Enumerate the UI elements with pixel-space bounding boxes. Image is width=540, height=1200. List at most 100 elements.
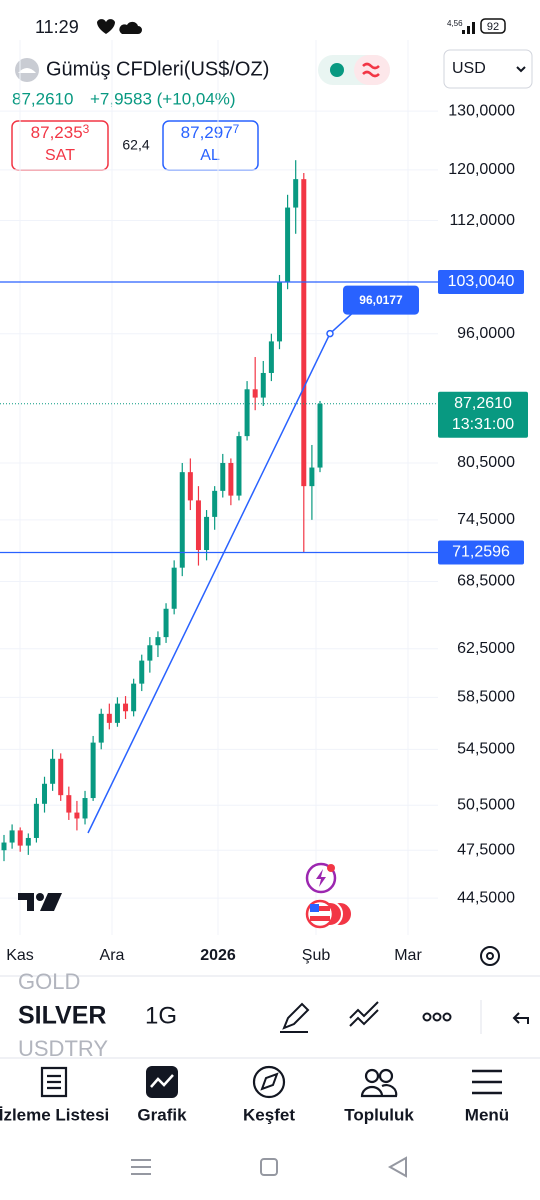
currency-label: USD (452, 60, 486, 77)
countdown: 13:31:00 (452, 416, 514, 433)
settings-icon-center (486, 952, 494, 960)
y-tick-label: 68,5000 (457, 573, 515, 590)
candle-body (293, 179, 299, 208)
trend-label-box (343, 285, 419, 315)
candle-body (66, 795, 72, 813)
candle-body (268, 341, 274, 373)
buy-label: AL (200, 147, 220, 164)
x-tick-label: Kas (6, 947, 34, 964)
market-open-dot (330, 63, 344, 77)
price-line-box (438, 540, 524, 565)
trend-label: 96,0177 (359, 293, 403, 307)
y-tick-label: 80,5000 (457, 454, 515, 471)
nav-item[interactable]: Keşfet (243, 1105, 295, 1124)
candle-body (50, 758, 56, 784)
candle-body (155, 637, 161, 646)
candle-body (301, 179, 307, 487)
candle-body (236, 436, 242, 496)
nav-item[interactable]: İzleme Listesi (0, 1105, 109, 1124)
candle-body (1, 842, 7, 851)
y-tick-label: 112,0000 (449, 212, 515, 229)
candle-body (33, 803, 39, 838)
symbol-title[interactable]: Gümüş CFDleri(US$/OZ) (46, 58, 269, 80)
candle-body (139, 660, 145, 684)
sell-price-main: 87,235 (31, 123, 83, 142)
sell-price: 87,2353 (31, 122, 90, 142)
candle-body (123, 703, 129, 712)
candle-body (114, 703, 120, 723)
symbol-next[interactable]: USDTRY (18, 1036, 108, 1061)
last-price: 87,2610 (12, 89, 73, 108)
candle-body (147, 645, 153, 661)
community-icon (360, 1068, 398, 1098)
candle-body (17, 830, 23, 846)
candle-body (42, 783, 48, 804)
candle-body (260, 372, 266, 398)
trend-line (87, 333, 331, 834)
price-line-label: 103,0040 (448, 273, 515, 290)
chart[interactable]: Kas Ara 2026 Şub Mar 130,0000 120,0000 112,0000… (0, 40, 528, 964)
spread: 62,4 (122, 137, 149, 153)
candle-body (25, 837, 31, 846)
heart-icon (97, 19, 115, 34)
candle-body (195, 500, 201, 551)
y-tick-label: 58,5000 (457, 689, 515, 706)
candle-body (82, 798, 88, 819)
candle-body (187, 472, 193, 501)
flag-canton (310, 904, 319, 912)
symbol-current[interactable]: SILVER (18, 1002, 106, 1030)
price-line-label: 71,2596 (452, 544, 510, 561)
candle-body (163, 608, 169, 638)
sys-home[interactable] (260, 1158, 278, 1176)
interval[interactable]: 1G (145, 1002, 177, 1029)
event-bolt (316, 869, 326, 887)
currency-select[interactable] (443, 49, 533, 89)
y-tick-label: 44,5000 (457, 889, 515, 906)
x-tick-label: Şub (302, 947, 331, 964)
event-badge (327, 864, 335, 872)
sys-recents[interactable] (131, 1159, 151, 1175)
more-icon[interactable] (422, 1012, 452, 1022)
candle-body (309, 467, 315, 487)
candle-body (204, 516, 210, 551)
battery-level: 92 (487, 21, 499, 33)
y-tick-label: 120,0000 (448, 161, 515, 178)
candle-body (9, 830, 15, 843)
tv-logo (18, 893, 62, 911)
candle-body (317, 403, 323, 468)
candle-body (74, 812, 80, 819)
sell-price-small: 3 (83, 122, 90, 136)
undo-icon[interactable] (512, 1012, 529, 1024)
trend-handle[interactable] (326, 329, 334, 338)
indicator-icon[interactable] (349, 1001, 379, 1027)
sell-label: SAT (45, 147, 75, 164)
candle-body (285, 207, 291, 283)
x-tick-label: Mar (394, 947, 422, 964)
y-tick-label: 50,5000 (457, 796, 515, 813)
draw-icon[interactable] (280, 1002, 310, 1033)
dropdown-arrow (516, 66, 526, 73)
sys-back[interactable] (387, 1156, 407, 1178)
status-time: 11:29 (35, 17, 79, 37)
cloud-icon (119, 21, 142, 34)
y-tick-label: 130,0000 (448, 102, 515, 119)
flag-stripe (310, 906, 330, 911)
explore-needle (260, 1072, 279, 1091)
settings-icon[interactable] (480, 946, 500, 966)
candle-body (220, 462, 226, 491)
nav-item[interactable]: Grafik (137, 1105, 187, 1124)
candle-body (212, 490, 218, 517)
candle-body (244, 389, 250, 437)
nav-item[interactable]: Menü (465, 1105, 509, 1124)
watchlist-icon (40, 1066, 68, 1098)
network-speed: 4,56 (447, 19, 463, 28)
symbol-prev[interactable]: GOLD (18, 969, 80, 994)
y-tick-label: 62,5000 (457, 640, 515, 657)
candle-body (98, 713, 104, 743)
candle-body (179, 472, 185, 568)
y-tick-label: 54,5000 (457, 741, 515, 758)
nav-item[interactable]: Topluluk (344, 1105, 414, 1124)
